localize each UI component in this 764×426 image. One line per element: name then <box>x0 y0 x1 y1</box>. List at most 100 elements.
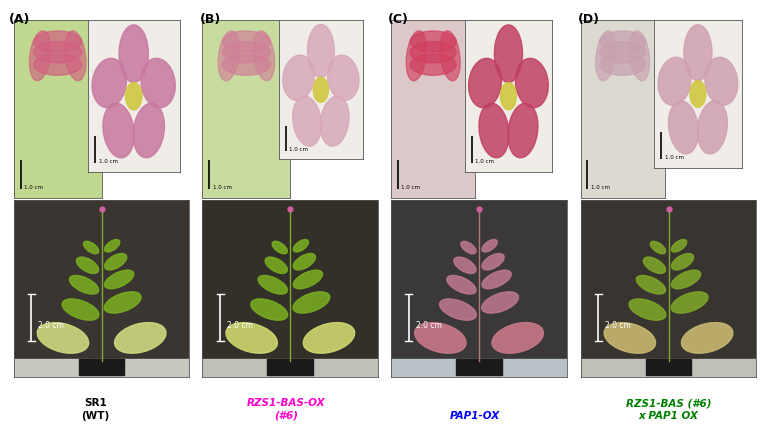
Ellipse shape <box>105 292 141 314</box>
Ellipse shape <box>410 43 456 64</box>
Ellipse shape <box>133 104 164 158</box>
Text: 1.0 cm: 1.0 cm <box>591 184 610 189</box>
Ellipse shape <box>461 242 476 254</box>
Ellipse shape <box>698 101 727 155</box>
Bar <box>391 360 567 377</box>
Bar <box>267 360 313 375</box>
Text: 1.0 cm: 1.0 cm <box>99 158 118 164</box>
Ellipse shape <box>630 32 649 82</box>
Ellipse shape <box>482 271 511 289</box>
Ellipse shape <box>650 242 665 254</box>
Ellipse shape <box>222 32 270 53</box>
Ellipse shape <box>672 271 701 289</box>
Text: 1.0 cm: 1.0 cm <box>401 184 420 189</box>
Ellipse shape <box>251 299 287 320</box>
Ellipse shape <box>119 26 148 83</box>
Text: 2.0 cm: 2.0 cm <box>38 320 64 329</box>
Ellipse shape <box>293 292 330 314</box>
Ellipse shape <box>636 276 665 294</box>
Ellipse shape <box>272 242 287 254</box>
Text: RZS1-BAS-OX
(#6): RZS1-BAS-OX (#6) <box>248 397 325 420</box>
Ellipse shape <box>293 271 322 289</box>
Ellipse shape <box>83 242 99 254</box>
Ellipse shape <box>70 276 99 294</box>
Ellipse shape <box>479 104 509 158</box>
Ellipse shape <box>500 83 516 110</box>
Ellipse shape <box>222 43 270 64</box>
Ellipse shape <box>410 32 456 53</box>
Ellipse shape <box>440 32 460 82</box>
Ellipse shape <box>447 276 476 294</box>
Ellipse shape <box>668 101 698 155</box>
Text: (A): (A) <box>9 13 31 26</box>
Text: (D): (D) <box>578 13 601 26</box>
Text: 2.0 cm: 2.0 cm <box>605 320 631 329</box>
Ellipse shape <box>307 26 335 78</box>
Ellipse shape <box>406 32 426 82</box>
Ellipse shape <box>596 32 616 82</box>
Ellipse shape <box>30 32 50 82</box>
Ellipse shape <box>103 104 134 158</box>
Text: 1.0 cm: 1.0 cm <box>665 155 684 159</box>
Bar <box>202 360 378 377</box>
Ellipse shape <box>684 26 712 81</box>
Text: 2.0 cm: 2.0 cm <box>416 320 442 329</box>
Ellipse shape <box>629 299 665 320</box>
Ellipse shape <box>658 58 691 106</box>
Ellipse shape <box>222 55 270 76</box>
Ellipse shape <box>76 257 99 274</box>
Ellipse shape <box>516 59 549 109</box>
Ellipse shape <box>643 257 665 274</box>
Ellipse shape <box>105 254 127 270</box>
Text: 1.0 cm: 1.0 cm <box>475 158 494 164</box>
Polygon shape <box>231 71 262 189</box>
Ellipse shape <box>34 55 82 76</box>
Ellipse shape <box>482 292 519 314</box>
Text: 1.0 cm: 1.0 cm <box>24 184 44 189</box>
Bar <box>456 360 502 375</box>
Ellipse shape <box>672 254 694 270</box>
Ellipse shape <box>468 59 501 109</box>
Ellipse shape <box>65 32 86 82</box>
Ellipse shape <box>283 56 314 101</box>
Ellipse shape <box>494 26 523 83</box>
Ellipse shape <box>313 78 329 103</box>
Ellipse shape <box>37 323 89 354</box>
Ellipse shape <box>328 56 359 101</box>
Ellipse shape <box>492 323 543 354</box>
Ellipse shape <box>62 299 99 320</box>
Text: PAP1-OX: PAP1-OX <box>450 410 500 420</box>
Ellipse shape <box>34 32 82 53</box>
Ellipse shape <box>681 323 733 354</box>
Text: 1.0 cm: 1.0 cm <box>213 184 232 189</box>
Ellipse shape <box>303 323 354 354</box>
Ellipse shape <box>226 323 277 354</box>
Polygon shape <box>42 71 73 189</box>
Ellipse shape <box>705 58 738 106</box>
Text: 2.0 cm: 2.0 cm <box>227 320 253 329</box>
Ellipse shape <box>508 104 538 158</box>
Bar <box>646 360 691 375</box>
Ellipse shape <box>254 32 274 82</box>
Ellipse shape <box>265 257 287 274</box>
Polygon shape <box>607 71 638 189</box>
Ellipse shape <box>454 257 476 274</box>
Ellipse shape <box>293 240 309 253</box>
Ellipse shape <box>105 240 120 253</box>
Ellipse shape <box>105 271 134 289</box>
Ellipse shape <box>293 254 316 270</box>
Text: (B): (B) <box>200 13 222 26</box>
Ellipse shape <box>219 32 239 82</box>
Text: (C): (C) <box>388 13 409 26</box>
Ellipse shape <box>320 97 349 147</box>
Bar <box>79 360 125 375</box>
Text: SR1
(WT): SR1 (WT) <box>82 397 109 420</box>
Ellipse shape <box>604 323 656 354</box>
Ellipse shape <box>115 323 166 354</box>
Ellipse shape <box>672 240 687 253</box>
Ellipse shape <box>690 81 706 108</box>
Text: 1.0 cm: 1.0 cm <box>289 147 308 152</box>
Ellipse shape <box>92 59 127 109</box>
Ellipse shape <box>258 276 287 294</box>
Ellipse shape <box>410 55 456 76</box>
